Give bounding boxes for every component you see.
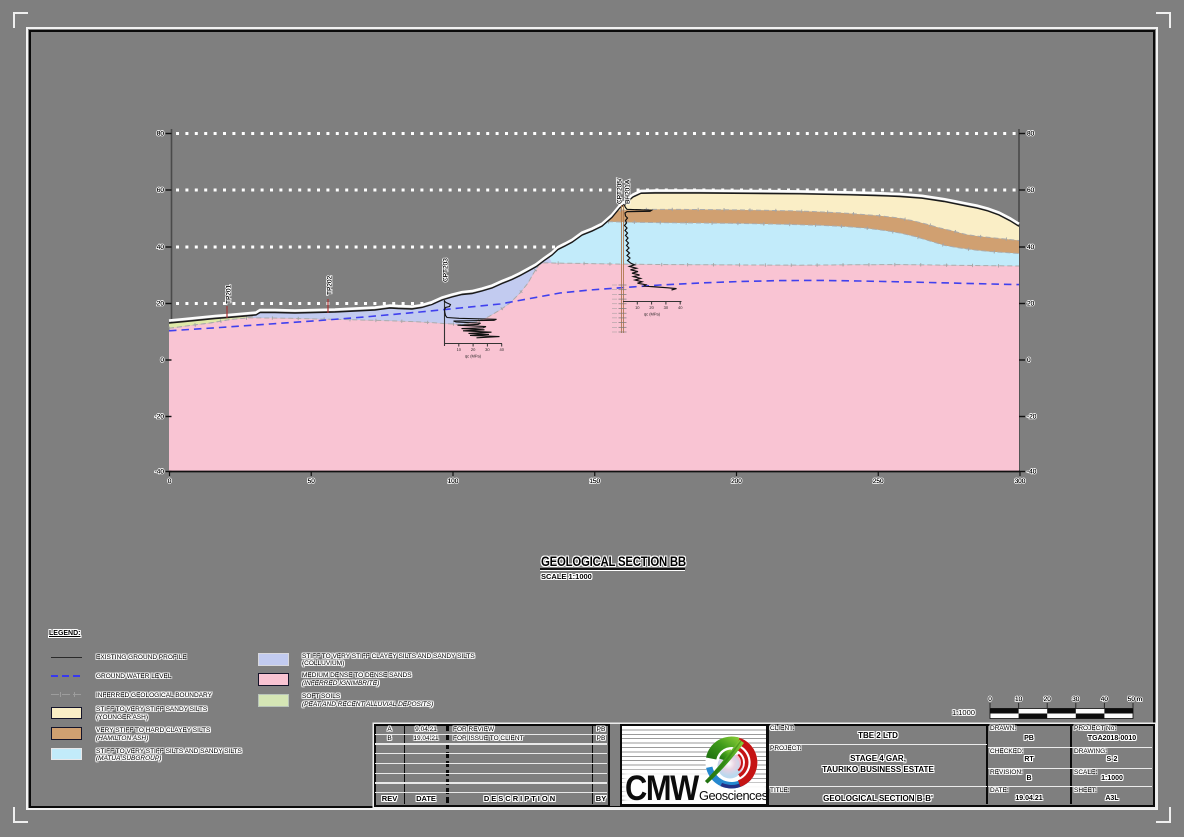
- svg-text:150: 150: [589, 478, 600, 485]
- svg-text:200: 200: [731, 478, 742, 485]
- svg-text:-40: -40: [155, 469, 165, 476]
- svg-text:qc (MPa): qc (MPa): [644, 312, 661, 317]
- svg-text:100: 100: [448, 478, 459, 485]
- svg-text:100: 100: [448, 478, 459, 485]
- svg-text:-40: -40: [1027, 469, 1037, 476]
- svg-text:0: 0: [168, 478, 172, 485]
- svg-text:40: 40: [1027, 244, 1035, 251]
- svg-text:20: 20: [157, 301, 165, 308]
- svg-text:50 m: 50 m: [1128, 696, 1142, 703]
- svg-text:10: 10: [1015, 696, 1023, 703]
- svg-text:20: 20: [471, 347, 476, 352]
- svg-text:80: 80: [157, 131, 165, 138]
- svg-text:50 m: 50 m: [1128, 696, 1142, 703]
- svg-text:60: 60: [157, 187, 165, 194]
- svg-text:-20: -20: [1027, 414, 1037, 421]
- svg-text:10: 10: [457, 347, 462, 352]
- svg-text:30: 30: [664, 305, 669, 310]
- svg-text:20: 20: [1027, 301, 1035, 308]
- svg-text:300: 300: [1015, 478, 1026, 485]
- svg-text:40: 40: [499, 347, 504, 352]
- svg-text:0: 0: [1027, 357, 1031, 364]
- svg-text:40: 40: [1027, 244, 1035, 251]
- svg-text:-40: -40: [155, 469, 165, 476]
- svg-text:0: 0: [988, 696, 992, 703]
- svg-text:-40: -40: [1027, 469, 1037, 476]
- svg-text:20: 20: [649, 305, 654, 310]
- svg-text:20: 20: [1044, 696, 1052, 703]
- svg-text:60: 60: [1027, 187, 1035, 194]
- svg-text:50: 50: [308, 478, 316, 485]
- svg-text:20: 20: [1044, 696, 1052, 703]
- svg-text:10: 10: [1015, 696, 1023, 703]
- svg-text:60: 60: [1027, 187, 1035, 194]
- svg-text:BH201A: BH201A: [625, 179, 632, 204]
- svg-text:TP201: TP201: [226, 284, 233, 304]
- svg-text:10: 10: [635, 305, 640, 310]
- svg-text:40: 40: [1101, 696, 1109, 703]
- svg-text:0: 0: [160, 357, 164, 364]
- svg-text:40: 40: [678, 305, 683, 310]
- svg-text:20: 20: [1027, 301, 1035, 308]
- svg-text:30: 30: [1072, 696, 1080, 703]
- svg-text:40: 40: [157, 244, 165, 251]
- svg-text:CPT203: CPT203: [443, 258, 450, 282]
- svg-text:0: 0: [1027, 357, 1031, 364]
- svg-text:80: 80: [157, 131, 165, 138]
- svg-text:TP202: TP202: [327, 275, 334, 295]
- svg-text:20: 20: [157, 301, 165, 308]
- svg-text:250: 250: [873, 478, 884, 485]
- svg-text:0: 0: [168, 478, 172, 485]
- svg-text:TP202: TP202: [327, 275, 334, 295]
- svg-text:-20: -20: [155, 414, 165, 421]
- svg-text:50: 50: [308, 478, 316, 485]
- svg-text:250: 250: [873, 478, 884, 485]
- svg-text:0: 0: [988, 696, 992, 703]
- svg-text:80: 80: [1027, 131, 1035, 138]
- svg-text:60: 60: [157, 187, 165, 194]
- svg-text:-20: -20: [155, 414, 165, 421]
- svg-text:30: 30: [485, 347, 490, 352]
- svg-text:300: 300: [1015, 478, 1026, 485]
- svg-text:40: 40: [157, 244, 165, 251]
- svg-text:40: 40: [1101, 696, 1109, 703]
- svg-text:30: 30: [1072, 696, 1080, 703]
- svg-text:CPT205/: CPT205/: [617, 178, 624, 204]
- svg-text:200: 200: [731, 478, 742, 485]
- svg-text:BH201A: BH201A: [625, 179, 632, 204]
- svg-text:TP201: TP201: [226, 284, 233, 304]
- svg-text:CPT203: CPT203: [443, 258, 450, 282]
- svg-text:150: 150: [589, 478, 600, 485]
- svg-text:-20: -20: [1027, 414, 1037, 421]
- svg-text:qc (MPa): qc (MPa): [465, 354, 482, 359]
- svg-text:0: 0: [160, 357, 164, 364]
- svg-text:CPT205/: CPT205/: [617, 178, 624, 204]
- svg-text:80: 80: [1027, 131, 1035, 138]
